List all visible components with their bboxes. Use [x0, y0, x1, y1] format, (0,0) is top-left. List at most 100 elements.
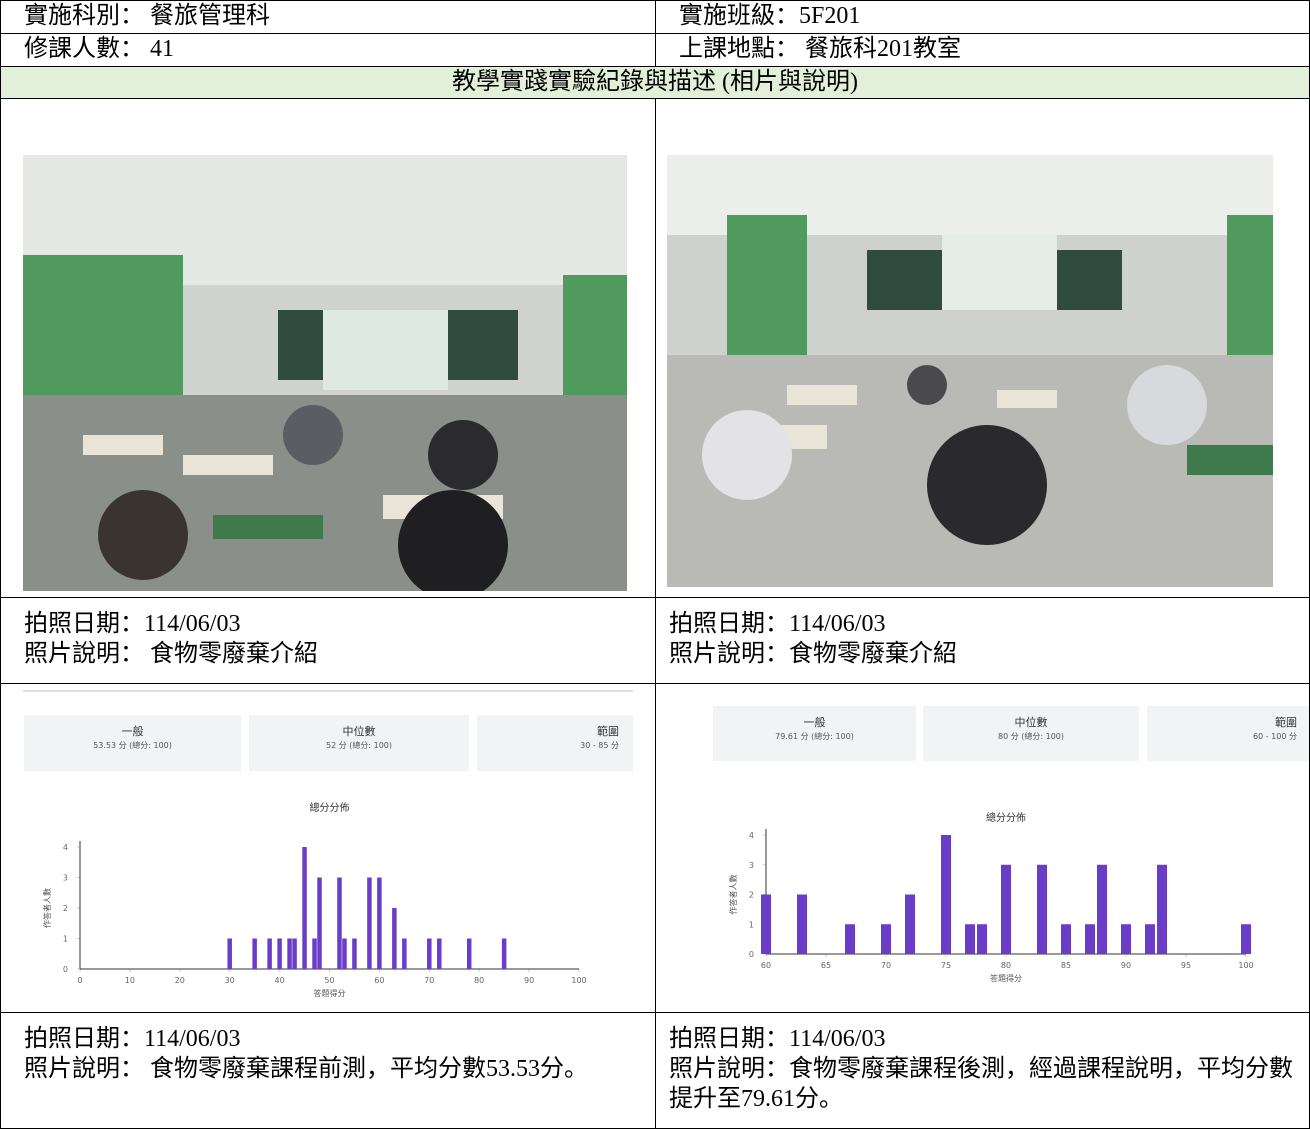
x-tick-label: 60 — [374, 976, 384, 985]
stat-label: 中位數 — [1015, 715, 1048, 729]
caption-cell: 拍照日期：114/06/03 照片說明： 食物零廢棄介紹 — [0, 597, 656, 684]
caption-cell: 拍照日期：114/06/03 照片說明：食物零廢棄介紹 — [655, 597, 1310, 684]
bar — [845, 924, 855, 954]
x-axis-label: 答題得分 — [990, 973, 1022, 983]
bar — [402, 939, 406, 970]
result-caption: 照片說明： 食物零廢棄課程前測，平均分數53.53分。 — [24, 1054, 645, 1084]
bar — [342, 939, 346, 970]
result-caption: 照片說明：食物零廢棄課程後測，經過課程說明，平均分數提升至79.61分。 — [669, 1054, 1299, 1114]
y-tick-label: 0 — [749, 950, 754, 959]
x-tick-label: 90 — [1121, 961, 1131, 970]
x-tick-label: 100 — [1238, 961, 1253, 970]
y-tick-label: 4 — [63, 843, 68, 852]
stat-label: 一般 — [122, 725, 144, 738]
photo — [667, 155, 1273, 587]
bar — [977, 924, 987, 954]
bar — [352, 939, 356, 970]
x-tick-label: 30 — [225, 976, 235, 985]
photo-date: 拍照日期：114/06/03 — [669, 609, 1299, 639]
chart-title: 總分分佈 — [986, 811, 1026, 824]
bar — [392, 908, 396, 969]
bar — [761, 895, 771, 955]
y-tick-label: 0 — [63, 965, 68, 974]
x-tick-label: 0 — [77, 976, 82, 985]
section-title: 教學實踐實驗紀錄與描述 (相片與說明) — [0, 66, 1310, 99]
photo-caption: 照片說明： 食物零廢棄介紹 — [24, 639, 645, 669]
bar — [267, 939, 271, 970]
bar — [227, 939, 231, 970]
x-tick-label: 70 — [424, 976, 434, 985]
x-tick-label: 85 — [1061, 961, 1071, 970]
stat-value: 60 - 100 分 — [1253, 732, 1297, 741]
bar — [292, 939, 296, 970]
bar — [252, 939, 256, 970]
x-tick-label: 80 — [474, 976, 484, 985]
bar — [1097, 865, 1107, 954]
y-tick-label: 1 — [749, 920, 754, 929]
bar — [467, 939, 471, 970]
field: 實施科別： 餐旅管理科 — [0, 0, 656, 34]
bar — [1145, 924, 1155, 954]
bar — [1085, 924, 1095, 954]
bar — [797, 895, 807, 955]
bar — [302, 847, 306, 969]
bar — [941, 835, 951, 954]
field: 實施班級：5F201 — [655, 0, 1310, 34]
bar — [367, 878, 371, 970]
y-tick-label: 3 — [749, 861, 754, 870]
stat-value: 52 分 (總分: 100) — [326, 740, 392, 750]
x-tick-label: 20 — [175, 976, 185, 985]
bar — [1061, 924, 1071, 954]
bar — [427, 939, 431, 970]
stat-label: 範圍 — [1275, 715, 1297, 729]
stat-value: 79.61 分 (總分: 100) — [775, 731, 854, 741]
bar — [312, 939, 316, 970]
field: 修課人數： 41 — [0, 33, 656, 67]
bar — [1157, 865, 1167, 954]
stat-label: 中位數 — [343, 724, 376, 738]
chart-cell: 一般 79.61 分 (總分: 100) 中位數 80 分 (總分: 100) 範圍 60… — [655, 683, 1310, 1013]
bar — [502, 939, 506, 970]
bar — [881, 924, 891, 954]
y-axis-label: 作答者人數 — [728, 875, 738, 915]
y-axis-label: 作答者人數 — [42, 888, 52, 928]
bar — [965, 924, 975, 954]
result-date: 拍照日期：114/06/03 — [669, 1024, 1299, 1054]
x-tick-label: 10 — [125, 976, 135, 985]
result-date: 拍照日期：114/06/03 — [24, 1024, 645, 1054]
photo — [23, 155, 627, 591]
x-tick-label: 80 — [1001, 961, 1011, 970]
x-tick-label: 60 — [761, 961, 771, 970]
stat-label: 範圍 — [597, 724, 619, 738]
caption-cell: 拍照日期：114/06/03 照片說明：食物零廢棄課程後測，經過課程說明，平均分… — [655, 1012, 1310, 1129]
y-tick-label: 2 — [63, 904, 68, 913]
bar — [1121, 924, 1131, 954]
bar — [1241, 924, 1251, 954]
bar — [317, 878, 321, 970]
stat-value: 80 分 (總分: 100) — [998, 731, 1064, 741]
x-tick-label: 65 — [821, 961, 831, 970]
bar — [277, 939, 281, 970]
field: 上課地點： 餐旅科201教室 — [655, 33, 1310, 67]
x-tick-label: 90 — [524, 976, 534, 985]
page: 實施科別： 餐旅管理科 實施班級：5F201 修課人數： 41 上課地點： 餐旅… — [0, 0, 1310, 1129]
bar — [337, 878, 341, 970]
bar — [287, 939, 291, 970]
y-tick-label: 1 — [63, 935, 68, 944]
y-tick-label: 3 — [63, 874, 68, 883]
photo-caption: 照片說明：食物零廢棄介紹 — [669, 639, 1299, 669]
x-tick-label: 70 — [881, 961, 891, 970]
x-tick-label: 75 — [941, 961, 951, 970]
y-tick-label: 2 — [749, 891, 754, 900]
bar — [905, 895, 915, 955]
stat-label: 一般 — [804, 716, 826, 729]
bar — [1037, 865, 1047, 954]
bar — [437, 939, 441, 970]
photo-cell — [655, 98, 1310, 598]
bar — [377, 878, 381, 970]
stat-value: 53.53 分 (總分: 100) — [93, 740, 172, 750]
photo-date: 拍照日期：114/06/03 — [24, 609, 645, 639]
x-axis-label: 答題得分 — [314, 988, 346, 998]
